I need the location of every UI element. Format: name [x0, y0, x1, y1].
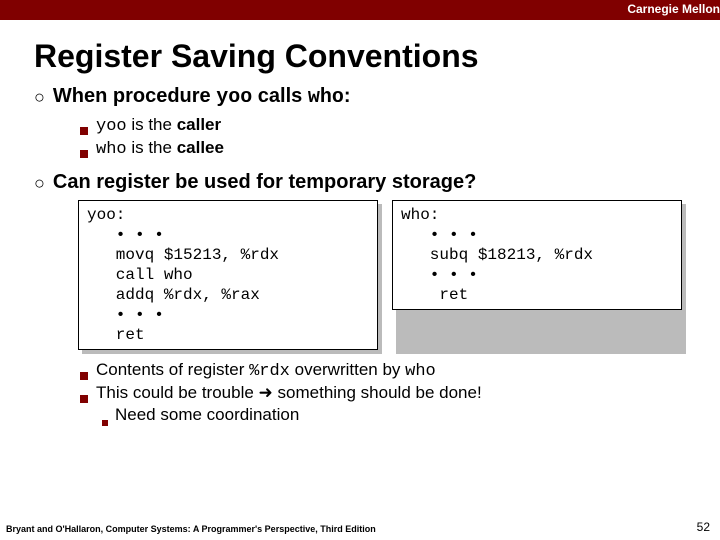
code-row: yoo: • • • movq $15213, %rdx call who ad…	[78, 200, 686, 350]
sub-sub-bullet: Need some coordination	[102, 405, 686, 425]
square-bullet-icon	[80, 150, 88, 158]
sub-bullet: Contents of register %rdx overwritten by…	[80, 360, 686, 381]
text-who: who	[308, 86, 344, 109]
slide: Carnegie Mellon Register Saving Conventi…	[0, 0, 720, 540]
bullet-1-text: When procedure yoo calls who:	[53, 85, 351, 109]
text: yoo	[96, 117, 127, 136]
sub-bullet: This could be trouble ➜ something should…	[80, 383, 686, 403]
text-reg: %rdx	[249, 362, 290, 381]
square-bullet-icon	[80, 372, 88, 380]
sub-bullet-text: This could be trouble ➜ something should…	[96, 383, 482, 403]
code-box-who: who: • • • subq $18213, %rdx • • • ret	[392, 200, 682, 350]
bullet-2-sublist: Contents of register %rdx overwritten by…	[80, 360, 686, 425]
text-yoo: yoo	[216, 86, 252, 109]
text: Contents of register	[96, 360, 249, 379]
sub-bullet: yoo is the caller	[80, 115, 686, 136]
slide-title: Register Saving Conventions	[34, 38, 720, 75]
top-bar: Carnegie Mellon	[0, 0, 720, 20]
sub-bullet-text: yoo is the caller	[96, 115, 221, 136]
bullet-2-text: Can register be used for temporary stora…	[53, 171, 476, 194]
circle-bullet-icon: ○	[34, 174, 45, 192]
institution-label: Carnegie Mellon	[627, 2, 720, 16]
square-bullet-icon	[102, 420, 108, 426]
page-number: 52	[697, 520, 710, 534]
text: :	[344, 85, 351, 107]
text: who	[96, 140, 127, 159]
sub-bullet: who is the callee	[80, 138, 686, 159]
text: callee	[177, 138, 224, 157]
arrow-icon: ➜	[259, 383, 273, 402]
text: calls	[252, 85, 308, 107]
sub-sub-bullet-text: Need some coordination	[115, 405, 299, 425]
text: This could be trouble	[96, 383, 259, 402]
text: caller	[177, 115, 221, 134]
code-box-yoo: yoo: • • • movq $15213, %rdx call who ad…	[78, 200, 378, 350]
text: something should be done!	[273, 383, 482, 402]
text: overwritten by	[290, 360, 405, 379]
bullet-1-sublist: yoo is the caller who is the callee	[80, 115, 686, 159]
content-area: ○ When procedure yoo calls who: yoo is t…	[34, 85, 686, 425]
code-who: who: • • • subq $18213, %rdx • • • ret	[392, 200, 682, 310]
circle-bullet-icon: ○	[34, 88, 45, 106]
sub-bullet-text: who is the callee	[96, 138, 224, 159]
square-bullet-icon	[80, 127, 88, 135]
text-who: who	[405, 362, 436, 381]
bullet-2: ○ Can register be used for temporary sto…	[34, 171, 686, 194]
text: When procedure	[53, 85, 216, 107]
square-bullet-icon	[80, 395, 88, 403]
code-yoo: yoo: • • • movq $15213, %rdx call who ad…	[78, 200, 378, 350]
text: is the	[127, 115, 177, 134]
text: is the	[127, 138, 177, 157]
bullet-1: ○ When procedure yoo calls who:	[34, 85, 686, 109]
sub-bullet-text: Contents of register %rdx overwritten by…	[96, 360, 436, 381]
footer-citation: Bryant and O'Hallaron, Computer Systems:…	[6, 524, 376, 534]
